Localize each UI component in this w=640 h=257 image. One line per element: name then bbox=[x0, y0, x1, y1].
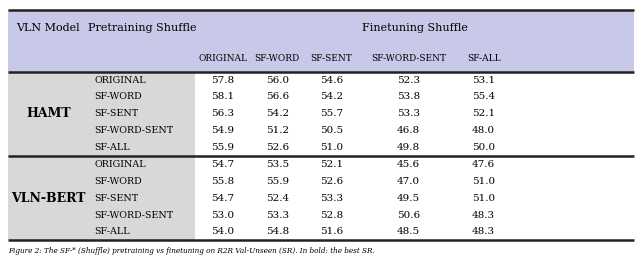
Text: SF-WORD-SENT: SF-WORD-SENT bbox=[371, 54, 446, 63]
Bar bbox=[8, 122, 195, 139]
Text: SF-ALL: SF-ALL bbox=[94, 143, 130, 152]
Text: 51.6: 51.6 bbox=[320, 227, 343, 236]
Text: 53.1: 53.1 bbox=[472, 76, 495, 85]
Text: 51.0: 51.0 bbox=[472, 194, 495, 203]
Text: VLN-BERT: VLN-BERT bbox=[11, 192, 86, 205]
Text: 53.3: 53.3 bbox=[266, 210, 289, 219]
Text: 55.4: 55.4 bbox=[472, 93, 495, 102]
Text: 57.8: 57.8 bbox=[211, 76, 234, 85]
Bar bbox=[8, 156, 195, 173]
Text: ORIGINAL: ORIGINAL bbox=[198, 54, 248, 63]
Text: SF-WORD: SF-WORD bbox=[255, 54, 300, 63]
Bar bbox=[8, 224, 195, 240]
Text: 54.8: 54.8 bbox=[266, 227, 289, 236]
Bar bbox=[8, 10, 634, 46]
Text: SF-ALL: SF-ALL bbox=[94, 227, 130, 236]
Text: 51.0: 51.0 bbox=[472, 177, 495, 186]
Text: 56.3: 56.3 bbox=[211, 109, 234, 118]
Bar bbox=[195, 190, 634, 207]
Text: 52.1: 52.1 bbox=[472, 109, 495, 118]
Bar bbox=[195, 207, 634, 224]
Text: 58.1: 58.1 bbox=[211, 93, 234, 102]
Bar bbox=[195, 122, 634, 139]
Text: 54.9: 54.9 bbox=[211, 126, 234, 135]
Bar bbox=[8, 88, 195, 105]
Text: 48.0: 48.0 bbox=[472, 126, 495, 135]
Text: 55.9: 55.9 bbox=[266, 177, 289, 186]
Text: 56.0: 56.0 bbox=[266, 76, 289, 85]
Text: Figure 2: The SF-* (Shuffle) pretraining vs finetuning on R2R Val-Unseen (SR). I: Figure 2: The SF-* (Shuffle) pretraining… bbox=[8, 247, 374, 255]
Text: ORIGINAL: ORIGINAL bbox=[94, 160, 146, 169]
Text: 54.7: 54.7 bbox=[211, 194, 234, 203]
Text: 53.5: 53.5 bbox=[266, 160, 289, 169]
Text: 56.6: 56.6 bbox=[266, 93, 289, 102]
Text: 54.2: 54.2 bbox=[320, 93, 343, 102]
Text: 45.6: 45.6 bbox=[397, 160, 420, 169]
Text: 51.2: 51.2 bbox=[266, 126, 289, 135]
Text: 55.8: 55.8 bbox=[211, 177, 234, 186]
Text: VLN Model: VLN Model bbox=[17, 23, 80, 33]
Text: 48.5: 48.5 bbox=[397, 227, 420, 236]
Text: 54.7: 54.7 bbox=[211, 160, 234, 169]
Bar bbox=[8, 71, 195, 88]
Text: 52.6: 52.6 bbox=[320, 177, 343, 186]
Bar bbox=[195, 105, 634, 122]
Bar bbox=[195, 224, 634, 240]
Text: Finetuning Shuffle: Finetuning Shuffle bbox=[362, 23, 467, 33]
Text: Pretraining Shuffle: Pretraining Shuffle bbox=[88, 23, 196, 33]
Text: 51.0: 51.0 bbox=[320, 143, 343, 152]
Text: SF-ALL: SF-ALL bbox=[467, 54, 500, 63]
Bar bbox=[195, 139, 634, 156]
Text: 55.7: 55.7 bbox=[320, 109, 343, 118]
Text: SF-WORD-SENT: SF-WORD-SENT bbox=[94, 126, 173, 135]
Text: 47.0: 47.0 bbox=[397, 177, 420, 186]
Text: 53.8: 53.8 bbox=[397, 93, 420, 102]
Text: 50.6: 50.6 bbox=[397, 210, 420, 219]
Text: 52.4: 52.4 bbox=[266, 194, 289, 203]
Text: SF-WORD: SF-WORD bbox=[94, 93, 141, 102]
Bar bbox=[8, 139, 195, 156]
Bar bbox=[195, 156, 634, 173]
Text: 49.5: 49.5 bbox=[397, 194, 420, 203]
Text: 55.9: 55.9 bbox=[211, 143, 234, 152]
Bar bbox=[8, 190, 195, 207]
Text: SF-SENT: SF-SENT bbox=[94, 109, 138, 118]
Text: 54.2: 54.2 bbox=[266, 109, 289, 118]
Text: 48.3: 48.3 bbox=[472, 210, 495, 219]
Bar bbox=[8, 46, 634, 71]
Text: 53.3: 53.3 bbox=[320, 194, 343, 203]
Text: 50.0: 50.0 bbox=[472, 143, 495, 152]
Text: ORIGINAL: ORIGINAL bbox=[94, 76, 146, 85]
Text: 47.6: 47.6 bbox=[472, 160, 495, 169]
Bar bbox=[8, 173, 195, 190]
Bar bbox=[195, 88, 634, 105]
Text: SF-WORD-SENT: SF-WORD-SENT bbox=[94, 210, 173, 219]
Text: 54.0: 54.0 bbox=[211, 227, 234, 236]
Text: 52.6: 52.6 bbox=[266, 143, 289, 152]
Text: 54.6: 54.6 bbox=[320, 76, 343, 85]
Text: 53.0: 53.0 bbox=[211, 210, 234, 219]
Text: 53.3: 53.3 bbox=[397, 109, 420, 118]
Text: HAMT: HAMT bbox=[26, 107, 70, 120]
Bar bbox=[8, 105, 195, 122]
Text: 52.1: 52.1 bbox=[320, 160, 343, 169]
Text: SF-SENT: SF-SENT bbox=[94, 194, 138, 203]
Text: 52.3: 52.3 bbox=[397, 76, 420, 85]
Bar bbox=[8, 207, 195, 224]
Text: 49.8: 49.8 bbox=[397, 143, 420, 152]
Bar bbox=[195, 173, 634, 190]
Text: SF-WORD: SF-WORD bbox=[94, 177, 141, 186]
Bar bbox=[195, 71, 634, 88]
Text: 50.5: 50.5 bbox=[320, 126, 343, 135]
Text: SF-SENT: SF-SENT bbox=[310, 54, 353, 63]
Text: 52.8: 52.8 bbox=[320, 210, 343, 219]
Text: 48.3: 48.3 bbox=[472, 227, 495, 236]
Text: 46.8: 46.8 bbox=[397, 126, 420, 135]
